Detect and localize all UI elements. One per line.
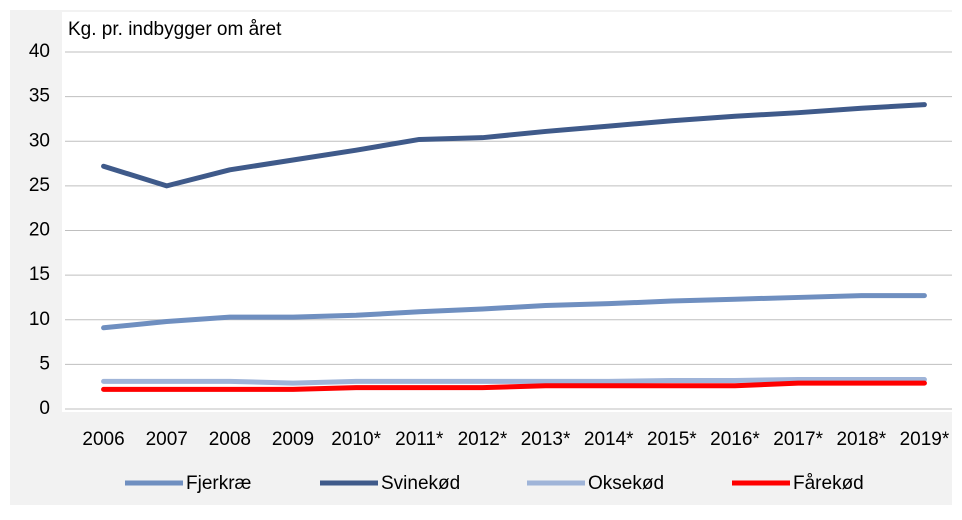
legend-label: Svinekød [381, 473, 460, 494]
y-tick-label: 0 [39, 398, 50, 419]
x-tick-label: 2019* [900, 429, 950, 450]
x-tick-label: 2011* [395, 429, 444, 450]
x-tick-label: 2009 [272, 429, 314, 450]
plot-area [62, 12, 952, 412]
series-line [101, 102, 927, 189]
x-tick-label: 2015* [647, 429, 697, 450]
x-tick-label: 2010* [331, 429, 381, 450]
legend-label: Fårekød [793, 473, 864, 494]
y-tick-label: 35 [29, 86, 50, 107]
y-tick-label: 30 [29, 130, 50, 151]
y-axis-label: Kg. pr. indbygger om året [68, 19, 282, 40]
y-tick-label: 40 [29, 41, 50, 62]
x-tick-label: 2007 [146, 429, 188, 450]
series-line [101, 380, 927, 392]
series-line [101, 293, 927, 331]
x-tick-label: 2014* [584, 429, 634, 450]
x-tick-label: 2008 [209, 429, 251, 450]
x-tick-label: 2017* [773, 429, 823, 450]
y-tick-label: 15 [29, 264, 50, 285]
x-tick-label: 2018* [836, 429, 886, 450]
series-line [101, 377, 927, 386]
x-tick-label: 2013* [521, 429, 571, 450]
x-tick-label: 2006 [82, 429, 124, 450]
x-tick-label: 2012* [458, 429, 508, 450]
y-tick-label: 25 [29, 175, 50, 196]
y-tick-label: 10 [29, 309, 50, 330]
x-tick-label: 2016* [710, 429, 760, 450]
y-tick-label: 20 [29, 220, 50, 241]
legend-label: Fjerkræ [186, 473, 252, 494]
legend-label: Oksekød [588, 473, 664, 494]
y-tick-label: 5 [39, 353, 50, 374]
